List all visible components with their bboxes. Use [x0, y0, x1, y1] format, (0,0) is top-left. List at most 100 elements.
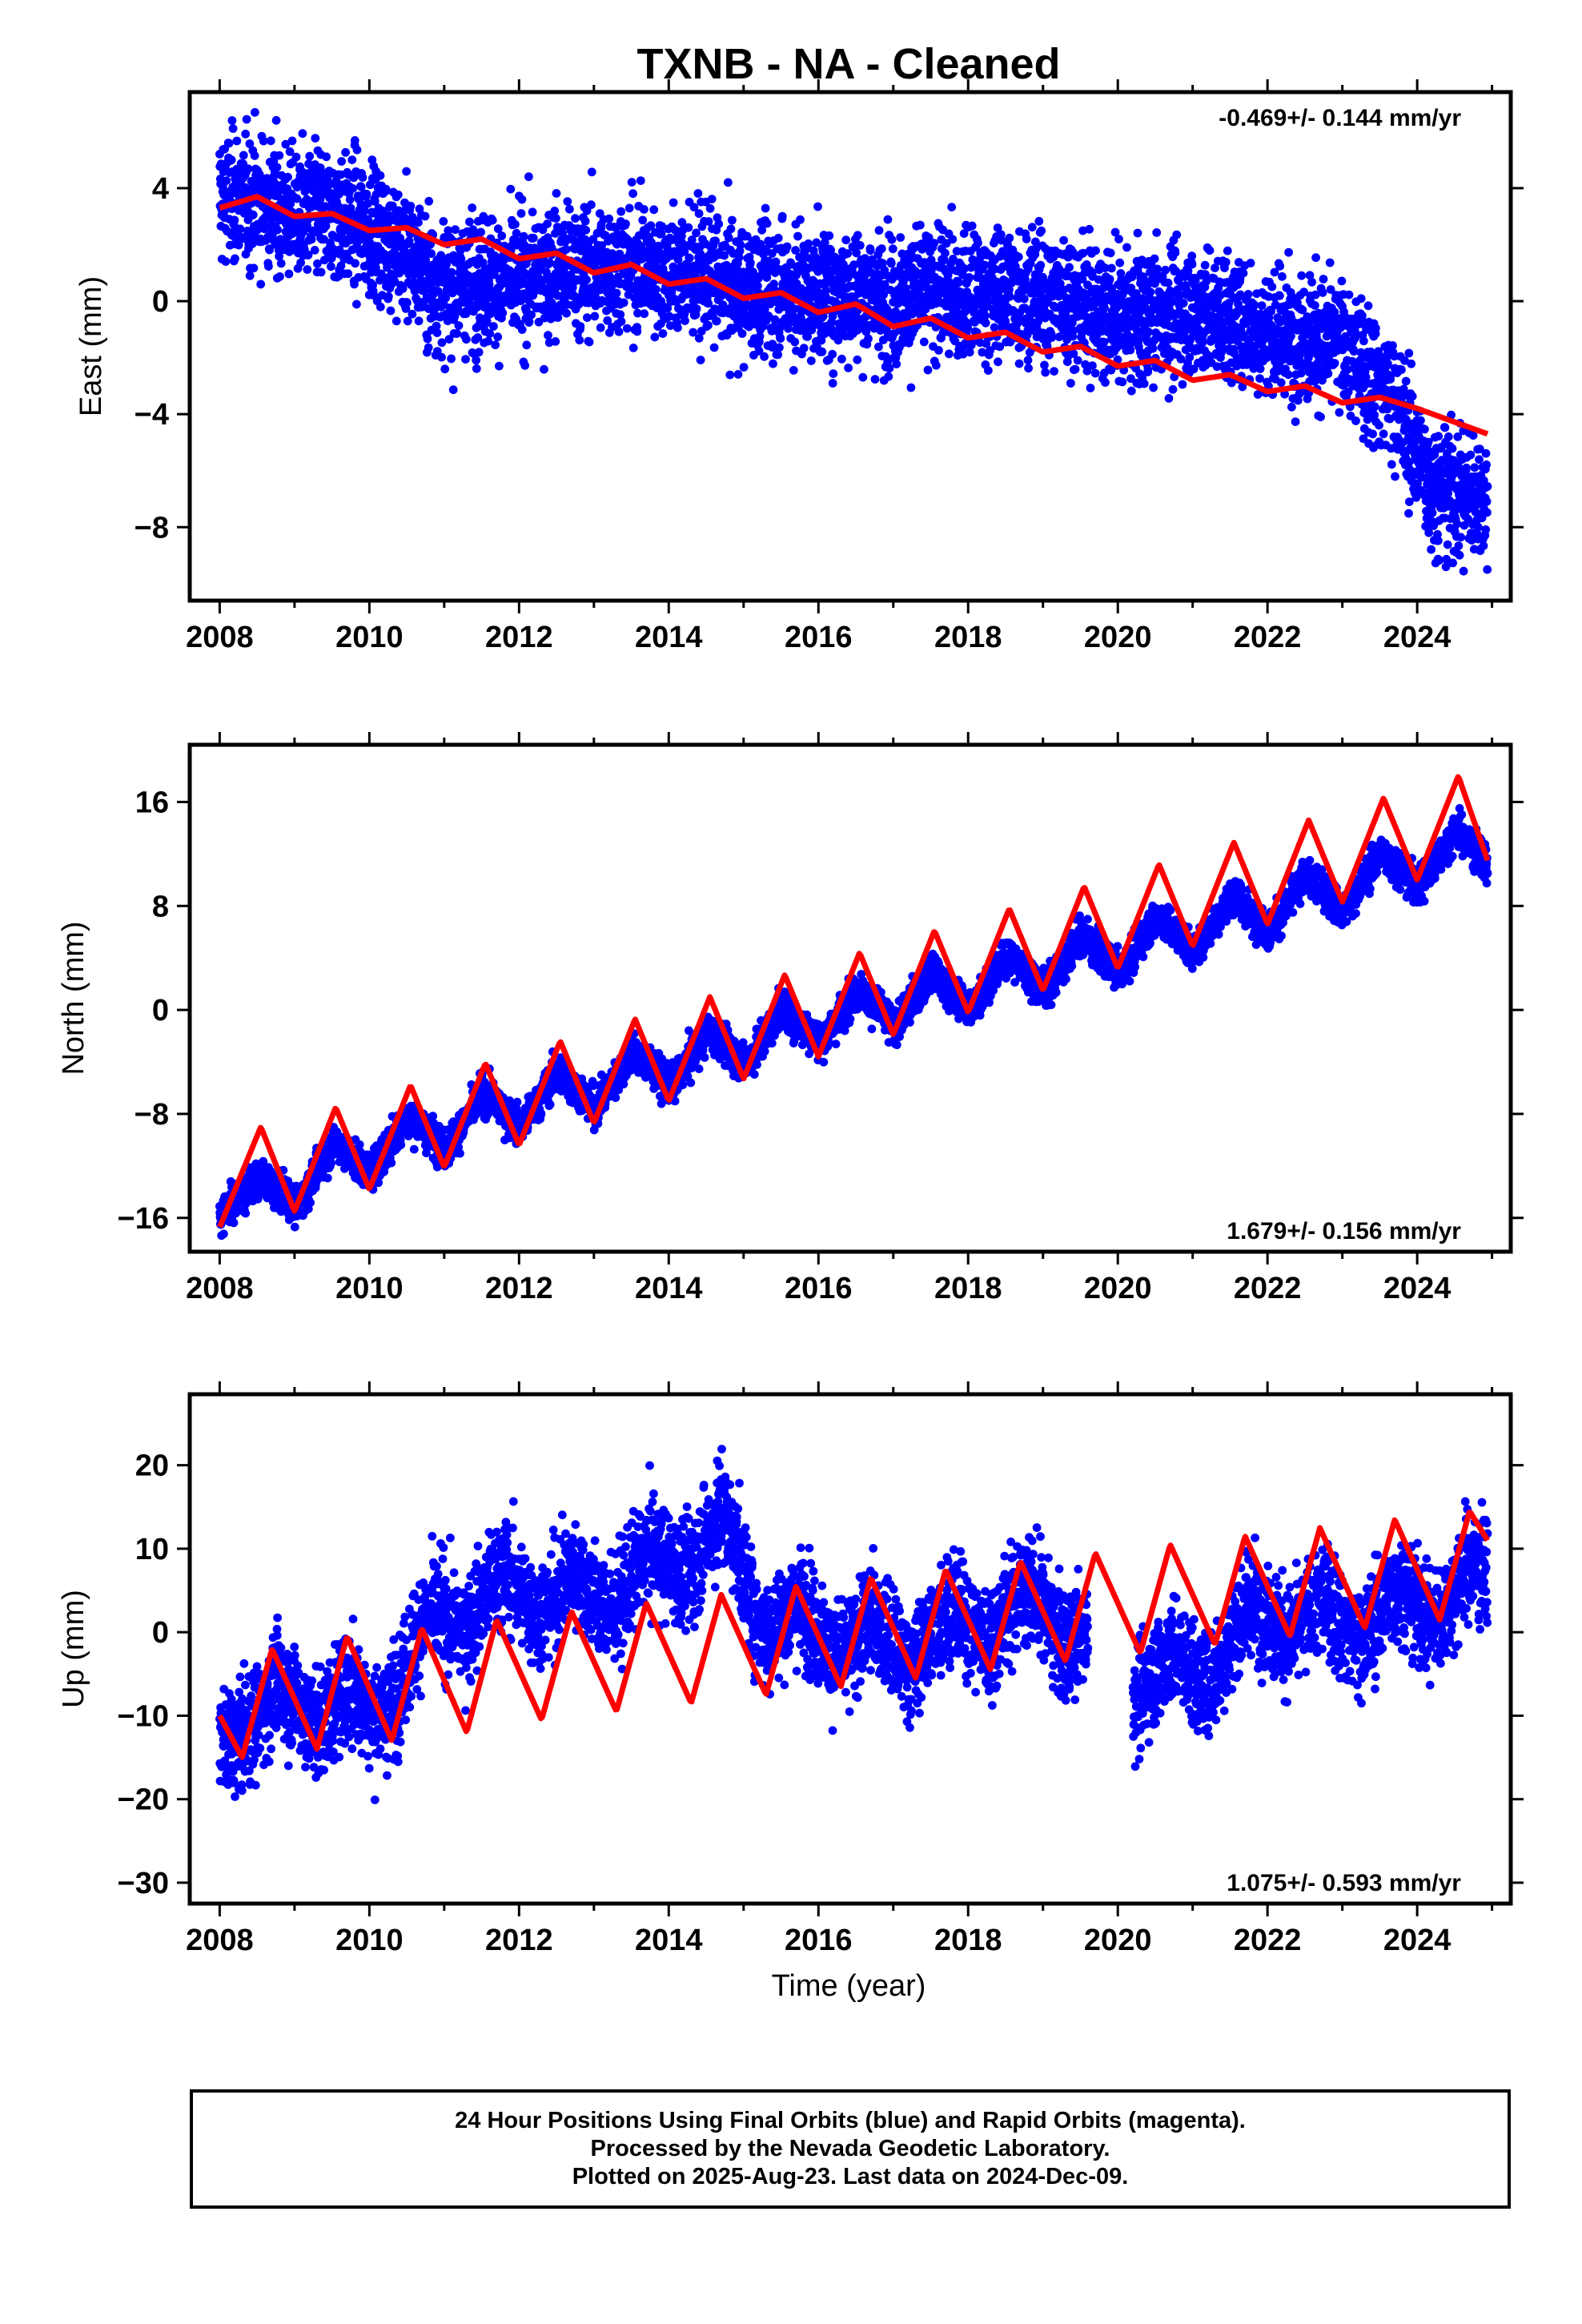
east-point	[621, 219, 630, 228]
east-point	[1239, 268, 1248, 278]
east-point	[1027, 223, 1037, 232]
east-point	[370, 197, 379, 206]
east-point	[447, 267, 456, 277]
east-point	[934, 346, 943, 355]
east-point	[245, 139, 255, 148]
east-point	[249, 263, 259, 273]
east-point	[383, 263, 391, 272]
east-point	[591, 292, 600, 302]
east-point	[403, 316, 412, 326]
east-point	[1267, 282, 1277, 292]
east-point	[393, 190, 403, 199]
east-point	[303, 250, 313, 259]
east-point	[923, 365, 933, 375]
east-point	[231, 254, 239, 263]
east-point	[242, 115, 251, 124]
east-point	[1070, 364, 1080, 374]
east-point	[1085, 224, 1094, 234]
east-point	[281, 139, 291, 149]
east-point	[1105, 275, 1114, 283]
east-point	[375, 302, 385, 312]
east-point	[886, 259, 896, 268]
east-point	[1144, 328, 1153, 336]
east-point	[243, 164, 253, 174]
east-point	[251, 107, 259, 117]
east-point	[506, 184, 516, 194]
east-point	[261, 205, 271, 214]
east-point	[604, 214, 614, 223]
east-point	[275, 251, 283, 261]
east-point	[296, 258, 305, 267]
east-point	[432, 347, 442, 356]
east-point	[584, 337, 594, 347]
east-point	[371, 190, 381, 199]
east-point	[1287, 332, 1295, 340]
east-point	[484, 336, 493, 346]
east-point	[684, 223, 693, 232]
east-point	[769, 359, 777, 368]
east-point	[760, 352, 769, 361]
east-point	[1387, 460, 1396, 469]
east-point	[1359, 336, 1368, 346]
east-point	[865, 246, 875, 255]
east-point	[967, 221, 977, 231]
east-point	[709, 343, 719, 352]
east-point	[386, 306, 396, 316]
east-point	[640, 309, 649, 319]
east-point	[1319, 275, 1328, 283]
east-point	[724, 233, 733, 243]
east-point	[1091, 246, 1100, 255]
east-point	[1126, 386, 1136, 396]
east-point	[517, 325, 527, 334]
east-point	[250, 151, 259, 160]
east-point	[693, 189, 703, 198]
east-point	[728, 215, 737, 225]
east-point	[224, 139, 234, 148]
east-point	[796, 215, 805, 224]
east-point	[1161, 265, 1170, 275]
east-point	[437, 338, 447, 348]
east-point	[511, 219, 520, 229]
east-point	[319, 235, 328, 244]
east-point	[1383, 359, 1392, 368]
east-point	[287, 136, 297, 146]
east-point	[1041, 368, 1050, 377]
east-point	[1255, 364, 1265, 373]
east-point	[1344, 290, 1354, 300]
east-point	[432, 328, 442, 337]
east-point	[474, 348, 484, 357]
east-point	[1187, 259, 1197, 269]
east-point	[362, 190, 371, 199]
east-point	[350, 136, 359, 145]
east-point	[906, 383, 916, 392]
east-point	[1100, 304, 1109, 312]
east-point	[1106, 248, 1115, 258]
east-point	[1323, 369, 1333, 378]
east-point	[498, 308, 508, 318]
east-point	[596, 323, 605, 332]
east-point	[227, 155, 236, 165]
east-position-points	[215, 107, 1492, 576]
east-point	[714, 219, 724, 229]
east-point	[454, 321, 464, 330]
east-point	[773, 350, 782, 360]
east-point	[447, 354, 456, 364]
east-point	[1278, 271, 1287, 281]
east-point	[624, 203, 634, 213]
east-point	[424, 196, 434, 206]
east-point	[1223, 246, 1232, 255]
east-panel: 2008 2010 2012 2014 2016 2018 2020 2022 2024−8−4…	[74, 79, 1524, 654]
east-point	[669, 198, 678, 207]
east-point	[423, 334, 432, 344]
east-point	[356, 183, 366, 191]
east-point	[1066, 379, 1075, 388]
east-point	[632, 327, 642, 336]
east-point	[1139, 379, 1149, 388]
east-point	[321, 221, 331, 231]
east-point	[724, 178, 733, 187]
east-point	[227, 116, 237, 125]
east-point	[656, 229, 666, 239]
east-point	[1275, 291, 1284, 300]
east-point	[773, 233, 783, 243]
east-point	[1101, 378, 1110, 387]
